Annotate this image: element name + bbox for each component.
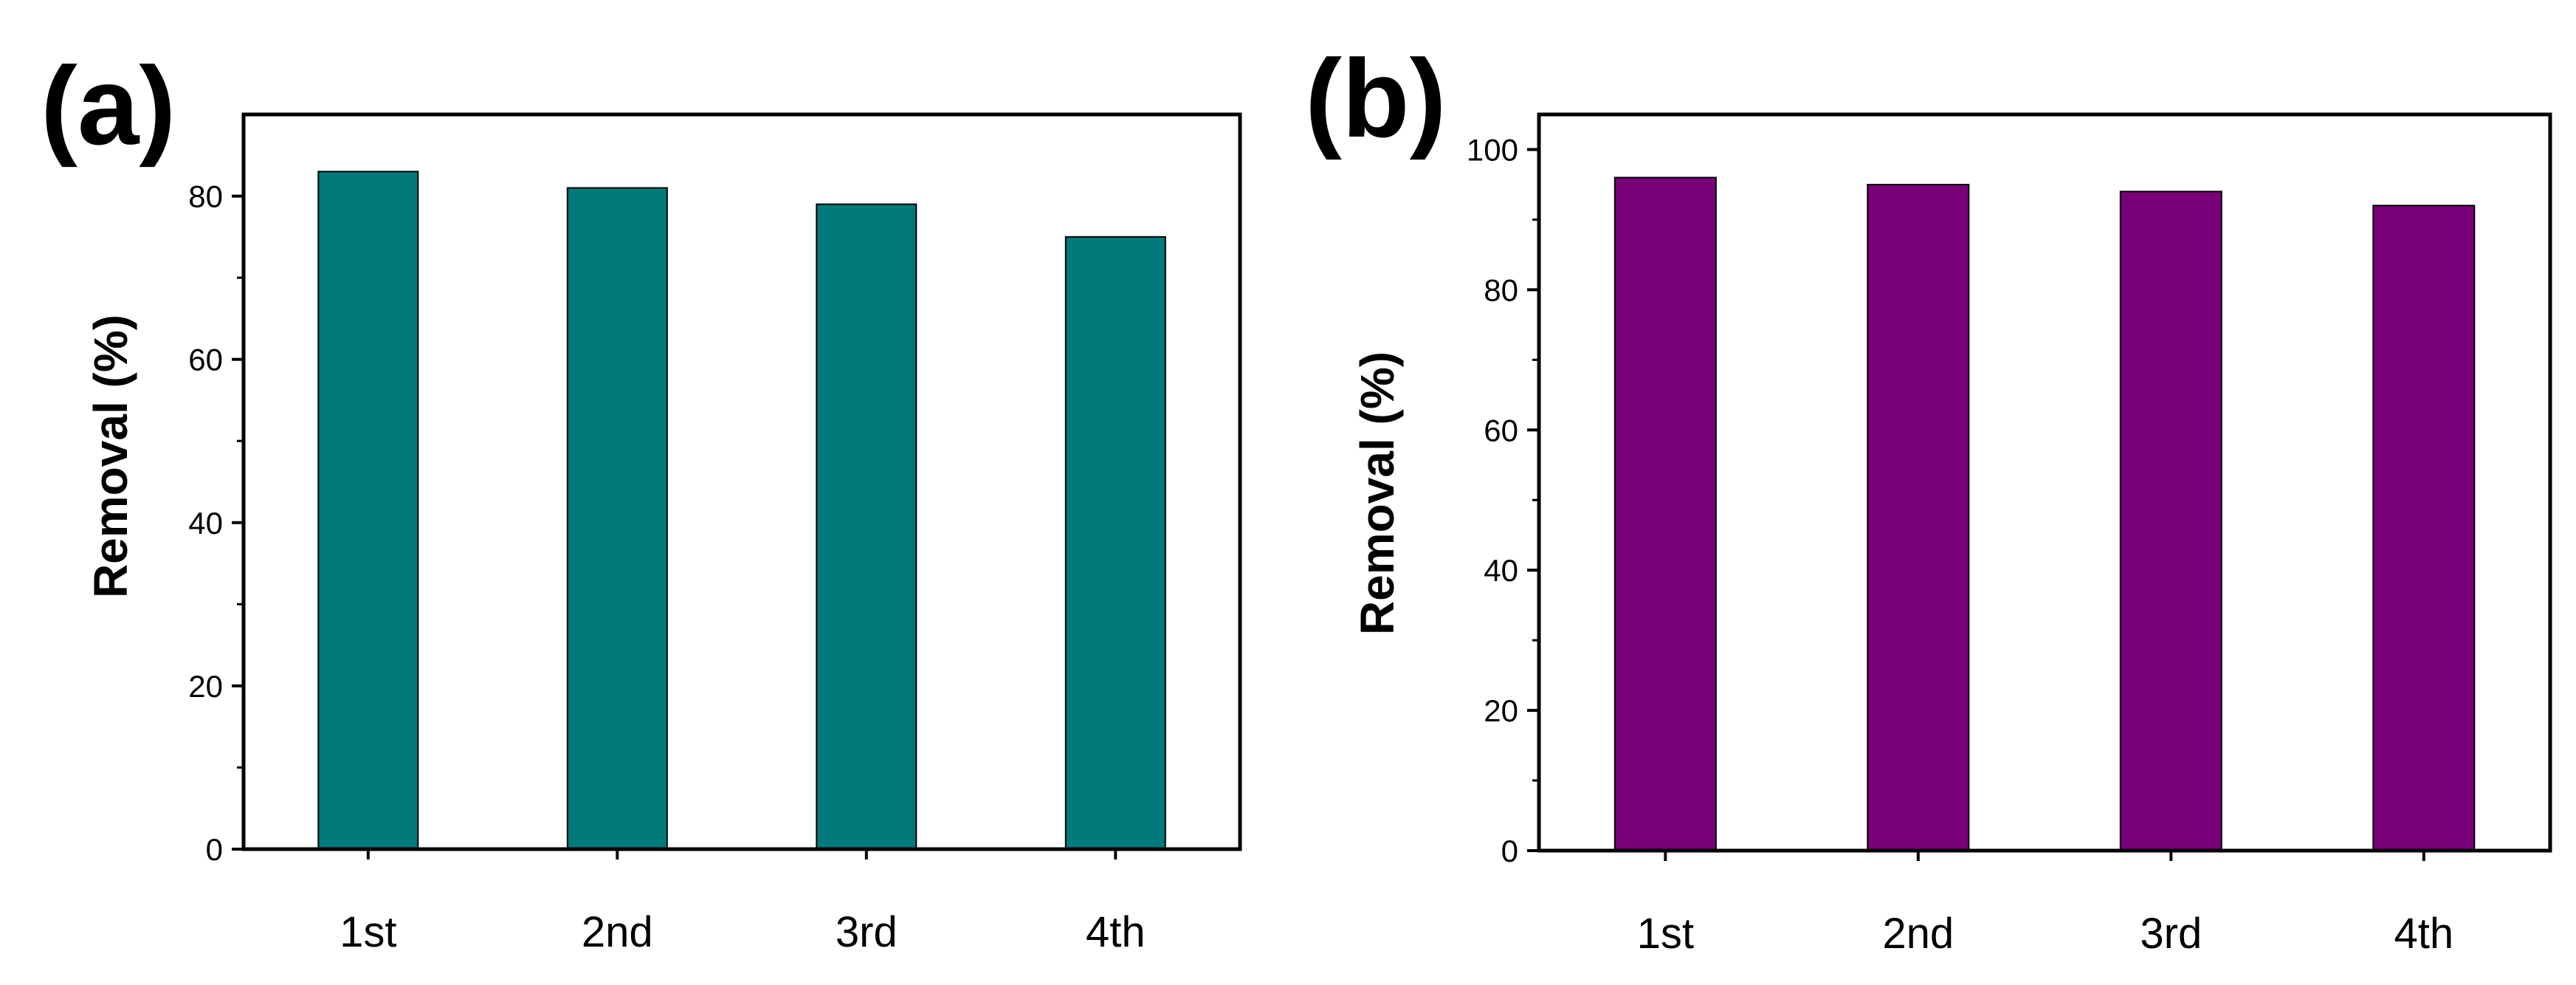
- panel-b-x-tick-label: 3rd: [2140, 910, 2202, 958]
- panel-a-y-tick-label: 40: [188, 506, 223, 540]
- panel-a-plot-area: 1st 2nd 3rd 4th 0 20 40 60 80: [188, 112, 1242, 956]
- panel-b-x-tick-label: 1st: [1637, 910, 1694, 958]
- panel-a-bar-1st: [317, 171, 419, 850]
- panel-a-x-tick-label: 1st: [340, 908, 396, 956]
- panel-a-plot-frame: [241, 112, 1242, 851]
- panel-a-x-tick-label: 2nd: [582, 908, 653, 956]
- panel-a: (a) Removal (%) 1st 2nd 3rd 4th 0 20 40 60 80: [41, 44, 1242, 956]
- panel-a-y-tick-label: 80: [188, 179, 223, 214]
- panel-a-x-tick-label: 3rd: [836, 908, 898, 956]
- panel-b-y-tick-label: 20: [1484, 693, 1518, 728]
- panel-b-bar-2nd: [1867, 184, 1970, 851]
- panel-a-y-tick-label: 20: [188, 669, 223, 704]
- panel-b-y-tick-label: 40: [1484, 553, 1518, 588]
- panel-b-plot-area: 1st 2nd 3rd 4th 0 20 40 60 80 100: [1467, 112, 2552, 958]
- panel-a-y-tick-label: 60: [188, 343, 223, 377]
- panel-a-bar-3rd: [816, 203, 917, 851]
- panel-a-y-axis-title: Removal (%): [84, 315, 137, 598]
- panel-b-label: (b): [1305, 36, 1447, 160]
- panel-b-y-tick-label: 80: [1484, 272, 1518, 307]
- panel-b-plot-frame: [1537, 112, 2552, 853]
- panel-b-bar-4th: [2372, 205, 2476, 851]
- panel-b-bar-1st: [1614, 176, 1717, 851]
- panel-a-y-tick-label: 0: [206, 832, 223, 867]
- panel-b-y-axis-title: Removal (%): [1351, 351, 1404, 635]
- panel-a-x-tick-label: 4th: [1086, 908, 1146, 956]
- panel-a-bar-2nd: [566, 187, 668, 850]
- panel-b-x-tick-label: 4th: [2394, 910, 2453, 958]
- panel-b-y-tick-label: 0: [1501, 834, 1518, 868]
- panel-a-bar-4th: [1064, 236, 1166, 850]
- panel-a-label: (a): [41, 44, 176, 168]
- panel-b-y-tick-label: 100: [1467, 133, 1518, 168]
- panel-b-y-tick-label: 60: [1484, 413, 1518, 447]
- panel-b-x-tick-label: 2nd: [1882, 910, 1954, 958]
- panel-b-bar-3rd: [2119, 191, 2222, 851]
- panel-b: (b) Removal (%) 1st 2nd 3rd 4th 0 20 40 60 80 100: [1305, 36, 2552, 958]
